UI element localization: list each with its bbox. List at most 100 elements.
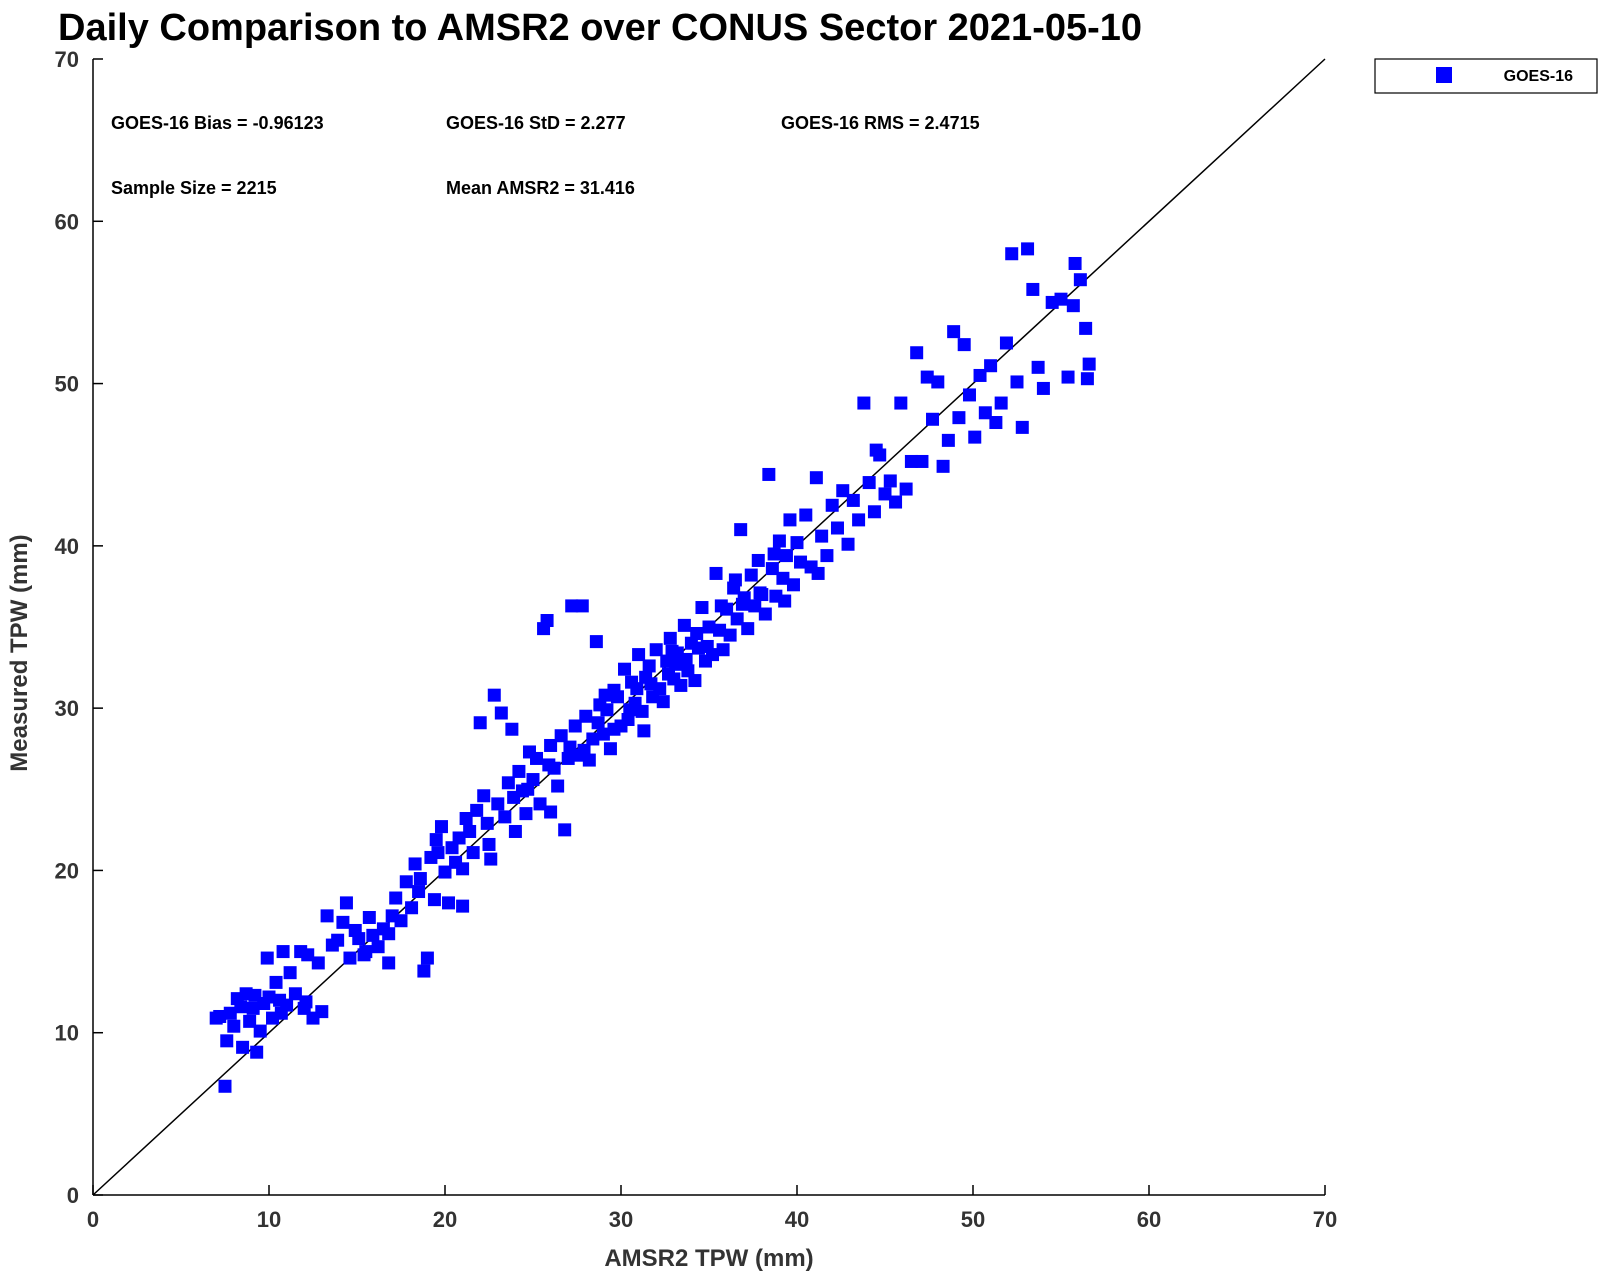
data-point xyxy=(794,555,808,569)
legend-box xyxy=(1374,58,1598,94)
data-point xyxy=(288,987,302,1001)
data-point xyxy=(371,940,385,954)
data-point xyxy=(894,396,908,410)
data-point xyxy=(968,430,982,444)
data-point xyxy=(809,471,823,485)
data-point xyxy=(947,325,961,339)
data-point xyxy=(690,626,704,640)
plot-area: 0 10 20 30 40 50 60 70 0 10 20 30 40 50 60 70 xyxy=(55,47,1338,1232)
y-tick-label: 0 xyxy=(67,1183,79,1208)
data-point xyxy=(431,846,445,860)
data-point xyxy=(442,896,456,910)
data-point xyxy=(915,454,929,468)
data-point xyxy=(544,738,558,752)
data-point xyxy=(603,742,617,756)
data-point xyxy=(427,893,441,907)
data-point xyxy=(600,703,614,717)
data-point xyxy=(456,862,470,876)
data-point xyxy=(607,722,621,736)
data-point xyxy=(723,628,737,642)
data-point xyxy=(830,521,844,535)
data-point xyxy=(753,586,767,600)
data-point xyxy=(243,1014,257,1028)
data-point xyxy=(521,782,535,796)
data-point xyxy=(714,599,728,613)
data-point xyxy=(878,487,892,501)
data-point xyxy=(554,729,568,743)
data-point xyxy=(630,682,644,696)
data-point xyxy=(301,948,315,962)
sample-size-annotation: Sample Size = 2215 xyxy=(111,178,277,198)
data-point xyxy=(315,1005,329,1019)
data-point xyxy=(811,566,825,580)
data-point xyxy=(762,467,776,481)
data-point xyxy=(519,807,533,821)
data-point xyxy=(477,789,491,803)
data-point xyxy=(815,529,829,543)
data-point xyxy=(586,732,600,746)
data-point xyxy=(227,1019,241,1033)
data-point xyxy=(213,1009,227,1023)
data-point xyxy=(362,910,376,924)
data-point xyxy=(577,743,591,757)
data-point xyxy=(741,622,755,636)
data-point xyxy=(236,1040,250,1054)
data-point xyxy=(589,635,603,649)
data-point xyxy=(1080,372,1094,386)
data-point xyxy=(695,601,709,615)
data-point xyxy=(926,412,940,426)
data-point xyxy=(382,927,396,941)
x-tick-label: 30 xyxy=(609,1207,633,1232)
data-point xyxy=(399,875,413,889)
data-point xyxy=(331,933,345,947)
data-point xyxy=(405,901,419,915)
x-tick-label: 10 xyxy=(257,1207,281,1232)
data-point xyxy=(470,803,484,817)
data-point xyxy=(783,513,797,527)
data-point xyxy=(507,790,521,804)
data-point xyxy=(508,824,522,838)
data-point xyxy=(931,375,945,389)
data-point xyxy=(339,896,353,910)
data-point xyxy=(366,928,380,942)
data-point xyxy=(299,995,313,1009)
data-point xyxy=(389,891,403,905)
data-point xyxy=(758,607,772,621)
y-tick-label: 10 xyxy=(55,1021,79,1046)
data-point xyxy=(501,776,515,790)
legend: GOES-16 xyxy=(1374,58,1598,94)
data-point xyxy=(482,837,496,851)
data-point xyxy=(1068,256,1082,270)
data-point xyxy=(530,751,544,765)
data-point xyxy=(561,751,575,765)
data-point xyxy=(1054,292,1068,306)
x-tick-label: 60 xyxy=(1137,1207,1161,1232)
data-point xyxy=(565,599,579,613)
data-point xyxy=(484,852,498,866)
data-point xyxy=(1015,420,1029,434)
data-point xyxy=(463,824,477,838)
data-point xyxy=(656,695,670,709)
data-point xyxy=(862,476,876,490)
data-point xyxy=(674,678,688,692)
x-tick-label: 20 xyxy=(433,1207,457,1232)
data-point xyxy=(382,956,396,970)
data-point xyxy=(989,416,1003,430)
data-point xyxy=(748,599,762,613)
data-point xyxy=(218,1079,232,1093)
data-point xyxy=(1073,273,1087,287)
data-point xyxy=(311,956,325,970)
data-point xyxy=(702,620,716,634)
data-point xyxy=(920,370,934,384)
data-point xyxy=(512,764,526,778)
data-point xyxy=(677,618,691,632)
data-point xyxy=(910,346,924,360)
data-point xyxy=(1010,375,1024,389)
data-point xyxy=(434,820,448,834)
data-point xyxy=(904,454,918,468)
data-point xyxy=(598,688,612,702)
data-point xyxy=(420,951,434,965)
std-annotation: GOES-16 StD = 2.277 xyxy=(446,113,626,133)
data-point xyxy=(728,573,742,587)
data-point xyxy=(936,459,950,473)
